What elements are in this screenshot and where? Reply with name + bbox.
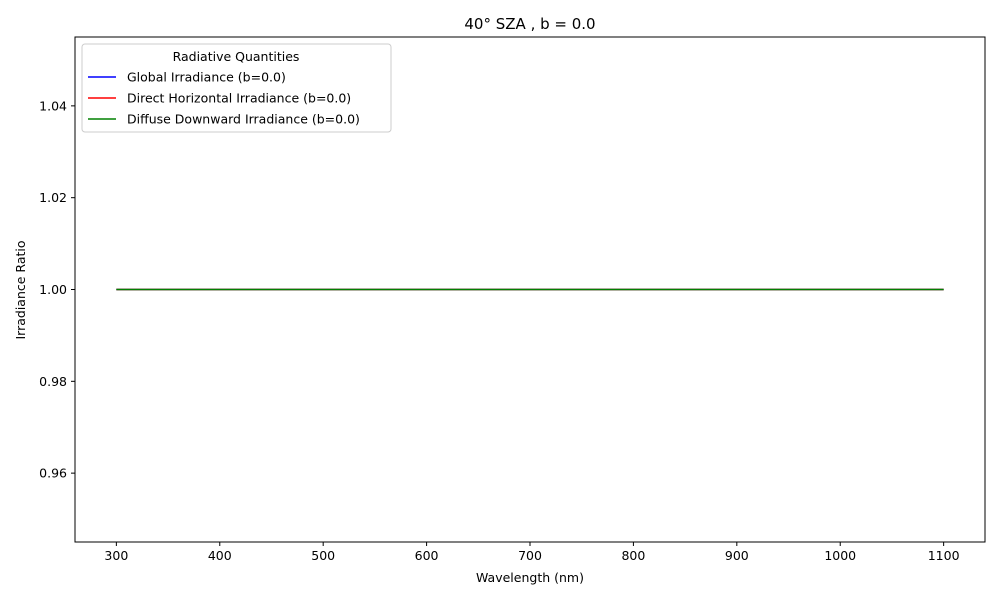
legend-label-2: Direct Horizontal Irradiance (b=0.0) [127, 91, 351, 106]
y-tick-label: 1.02 [39, 190, 67, 205]
x-tick-label: 500 [311, 548, 335, 563]
x-tick-label: 1000 [824, 548, 856, 563]
y-tick-label: 0.98 [39, 374, 67, 389]
legend-title: Radiative Quantities [173, 49, 300, 64]
legend-entries: Global Irradiance (b=0.0) Direct Horizont… [88, 70, 360, 127]
x-tick-label: 700 [518, 548, 542, 563]
x-axis: 300 400 500 600 700 800 900 1000 1100 [104, 542, 960, 563]
legend-label-1: Global Irradiance (b=0.0) [127, 70, 286, 85]
chart-title: 40° SZA , b = 0.0 [464, 15, 595, 33]
y-tick-label: 1.00 [39, 282, 67, 297]
x-tick-label: 400 [208, 548, 232, 563]
y-tick-label: 1.04 [39, 98, 67, 113]
y-tick-label: 0.96 [39, 466, 67, 481]
y-axis-label: Irradiance Ratio [13, 240, 28, 339]
x-tick-label: 600 [415, 548, 439, 563]
x-axis-label: Wavelength (nm) [476, 570, 584, 585]
y-axis: 0.96 0.98 1.00 1.02 1.04 [39, 98, 75, 481]
x-tick-label: 900 [725, 548, 749, 563]
x-tick-label: 300 [104, 548, 128, 563]
x-tick-label: 800 [621, 548, 645, 563]
legend-box [81, 43, 392, 133]
legend: Radiative Quantities Global Irradiance (… [81, 43, 392, 133]
x-tick-label: 1100 [928, 548, 960, 563]
legend-label-3: Diffuse Downward Irradiance (b=0.0) [127, 112, 360, 127]
